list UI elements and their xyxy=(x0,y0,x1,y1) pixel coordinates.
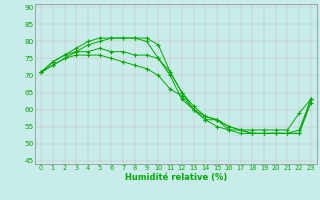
X-axis label: Humidité relative (%): Humidité relative (%) xyxy=(125,173,227,182)
